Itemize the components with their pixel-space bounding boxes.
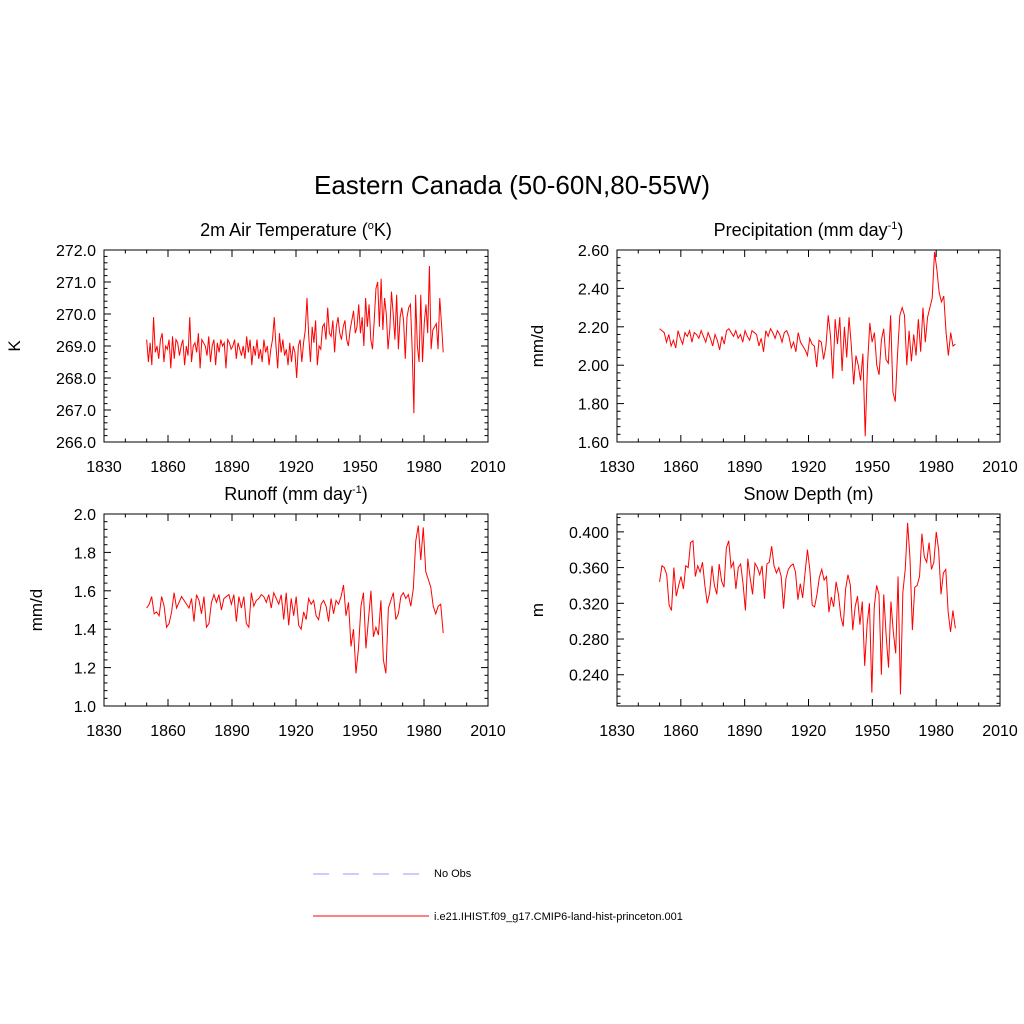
y-tick-label: 1.6 bbox=[74, 584, 96, 601]
legend-no-obs-label: No Obs bbox=[434, 868, 472, 880]
y-tick-label: 0.320 bbox=[569, 596, 609, 613]
y-tick-label: 0.400 bbox=[569, 525, 609, 542]
x-tick-label: 1950 bbox=[855, 723, 891, 740]
x-tick-label: 1830 bbox=[86, 723, 122, 740]
y-tick-label: 1.8 bbox=[74, 545, 96, 562]
legend-model-label: i.e21.IHIST.f09_g17.CMIP6-land-hist-prin… bbox=[434, 911, 683, 923]
series-line bbox=[147, 266, 444, 413]
y-tick-label: 267.0 bbox=[56, 403, 96, 420]
x-tick-label: 2010 bbox=[982, 723, 1018, 740]
plot-frame bbox=[104, 514, 488, 706]
x-tick-label: 1830 bbox=[599, 459, 635, 476]
figure-canvas: Eastern Canada (50-60N,80-55W) 1830 1860 1… bbox=[0, 0, 1024, 1024]
x-tick-label: 1920 bbox=[791, 459, 827, 476]
series-line bbox=[660, 523, 956, 694]
plot-frame bbox=[104, 250, 488, 442]
y-tick-label: 1.80 bbox=[578, 397, 609, 414]
y-tick-label: 0.280 bbox=[569, 632, 609, 649]
y-axis-label: m bbox=[528, 603, 547, 617]
x-tick-label: 1890 bbox=[727, 459, 763, 476]
x-tick-label: 2010 bbox=[470, 723, 506, 740]
x-tick-label: 1830 bbox=[599, 723, 635, 740]
y-tick-label: 268.0 bbox=[56, 371, 96, 388]
panel-title: Runoff (mm day-1) bbox=[224, 484, 368, 504]
y-axis-label: K bbox=[5, 340, 24, 352]
series-line bbox=[147, 526, 444, 674]
x-tick-label: 2010 bbox=[982, 459, 1018, 476]
y-tick-label: 0.360 bbox=[569, 561, 609, 578]
y-tick-label: 1.2 bbox=[74, 661, 96, 678]
plot-frame bbox=[617, 514, 1000, 706]
x-tick-label: 1950 bbox=[342, 723, 378, 740]
y-tick-label: 266.0 bbox=[56, 435, 96, 452]
x-tick-label: 1950 bbox=[855, 459, 891, 476]
x-tick-label: 1980 bbox=[406, 459, 442, 476]
y-tick-label: 2.60 bbox=[578, 243, 609, 260]
x-tick-label: 1860 bbox=[663, 723, 699, 740]
x-tick-label: 2010 bbox=[470, 459, 506, 476]
x-tick-label: 1890 bbox=[727, 723, 763, 740]
legend: No Obs i.e21.IHIST.f09_g17.CMIP6-land-hi… bbox=[313, 868, 683, 923]
y-tick-label: 271.0 bbox=[56, 275, 96, 292]
x-tick-label: 1920 bbox=[278, 459, 314, 476]
panel-title: 2m Air Temperature (oK) bbox=[200, 220, 392, 240]
y-axis-label: mm/d bbox=[27, 589, 46, 632]
y-tick-label: 1.0 bbox=[74, 699, 96, 716]
y-axis-label: mm/d bbox=[528, 325, 547, 368]
panel-title: Precipitation (mm day-1) bbox=[714, 220, 904, 240]
y-tick-label: 1.60 bbox=[578, 435, 609, 452]
runoff-panel: 1830 1860 1890 1920 1950 1980 2010 1.0 1.2 1.4 1.6… bbox=[27, 484, 506, 740]
x-tick-label: 1950 bbox=[342, 459, 378, 476]
figure-title: Eastern Canada (50-60N,80-55W) bbox=[314, 170, 710, 200]
y-tick-label: 269.0 bbox=[56, 339, 96, 356]
x-tick-label: 1830 bbox=[86, 459, 122, 476]
x-tick-label: 1860 bbox=[663, 459, 699, 476]
x-tick-label: 1980 bbox=[406, 723, 442, 740]
y-tick-label: 272.0 bbox=[56, 243, 96, 260]
y-tick-label: 2.0 bbox=[74, 507, 96, 524]
y-tick-label: 270.0 bbox=[56, 307, 96, 324]
y-tick-label: 2.40 bbox=[578, 281, 609, 298]
air-temperature-panel: 1830 1860 1890 1920 1950 1980 2010 266.0 267.0 26… bbox=[5, 220, 506, 476]
panel-title: Snow Depth (m) bbox=[743, 484, 873, 504]
snow-depth-panel: 1830 1860 1890 1920 1950 1980 2010 0.240 0.280 0.… bbox=[528, 484, 1018, 740]
x-tick-label: 1860 bbox=[150, 723, 186, 740]
x-tick-label: 1980 bbox=[918, 459, 954, 476]
x-tick-label: 1890 bbox=[214, 723, 250, 740]
x-tick-label: 1860 bbox=[150, 459, 186, 476]
x-tick-label: 1920 bbox=[791, 723, 827, 740]
precipitation-panel: 1830 1860 1890 1920 1950 1980 2010 1.60 1.80 2.00… bbox=[528, 220, 1018, 476]
x-tick-label: 1890 bbox=[214, 459, 250, 476]
x-tick-label: 1920 bbox=[278, 723, 314, 740]
y-tick-label: 1.4 bbox=[74, 622, 96, 639]
y-tick-label: 0.240 bbox=[569, 668, 609, 685]
series-line bbox=[660, 252, 956, 436]
y-tick-label: 2.20 bbox=[578, 320, 609, 337]
x-tick-label: 1980 bbox=[918, 723, 954, 740]
y-tick-label: 2.00 bbox=[578, 358, 609, 375]
